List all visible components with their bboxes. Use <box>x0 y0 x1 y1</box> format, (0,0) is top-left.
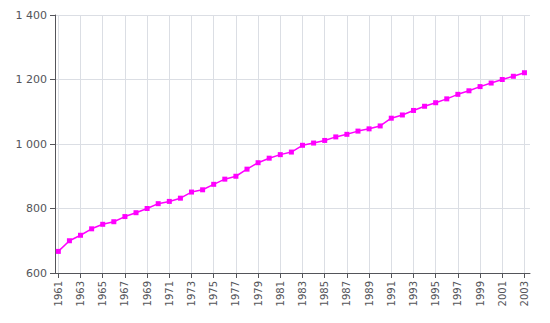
svg-text:1987: 1987 <box>341 281 352 306</box>
svg-text:1979: 1979 <box>253 281 264 306</box>
svg-text:1997: 1997 <box>452 281 463 306</box>
svg-text:1965: 1965 <box>97 281 108 306</box>
svg-text:1993: 1993 <box>408 281 419 306</box>
svg-text:1985: 1985 <box>319 281 330 306</box>
svg-text:600: 600 <box>26 267 47 280</box>
svg-text:1995: 1995 <box>430 281 441 306</box>
svg-text:1983: 1983 <box>297 281 308 306</box>
svg-text:2001: 2001 <box>497 281 508 306</box>
svg-text:1971: 1971 <box>164 281 175 306</box>
svg-text:1975: 1975 <box>208 281 219 306</box>
svg-text:1989: 1989 <box>364 281 375 306</box>
svg-text:1967: 1967 <box>119 281 130 306</box>
svg-text:800: 800 <box>26 202 47 215</box>
svg-text:1 200: 1 200 <box>16 73 48 86</box>
svg-text:1991: 1991 <box>386 281 397 306</box>
svg-text:1963: 1963 <box>75 281 86 306</box>
svg-text:1961: 1961 <box>53 281 64 306</box>
svg-text:1 400: 1 400 <box>16 9 48 22</box>
svg-text:2003: 2003 <box>519 281 530 306</box>
svg-text:1969: 1969 <box>142 281 153 306</box>
svg-text:1999: 1999 <box>475 281 486 306</box>
svg-text:1 000: 1 000 <box>16 138 48 151</box>
svg-text:1973: 1973 <box>186 281 197 306</box>
svg-text:1981: 1981 <box>275 281 286 306</box>
svg-text:1977: 1977 <box>230 281 241 306</box>
